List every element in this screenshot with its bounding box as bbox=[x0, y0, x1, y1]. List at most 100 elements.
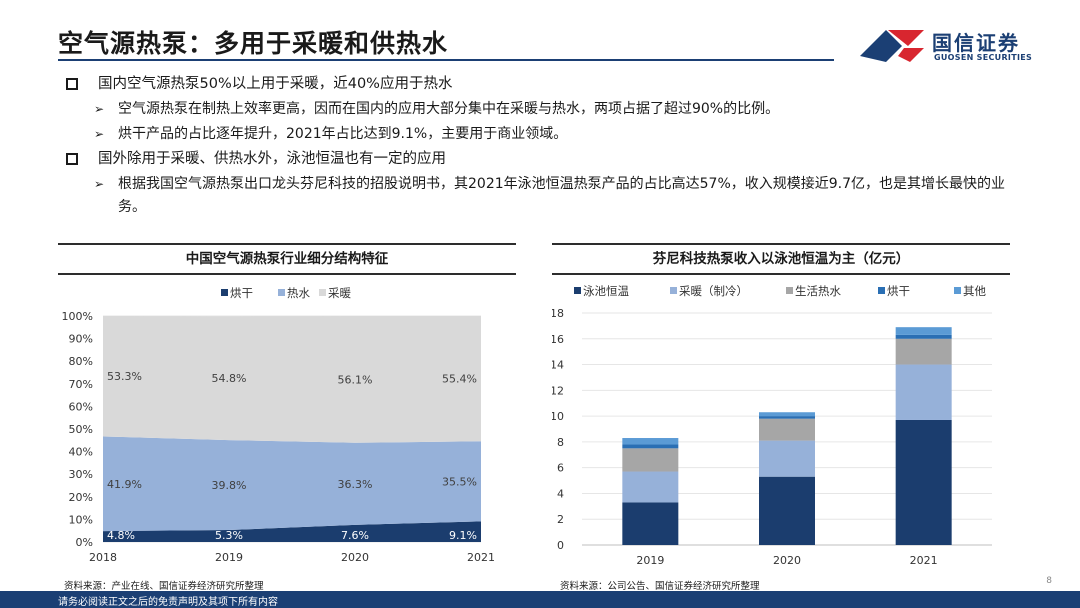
right-chart-source: 资料来源：公司公告、国信证券经济研究所整理 bbox=[560, 581, 760, 592]
area-y-tick-label: 90% bbox=[69, 333, 93, 346]
page-number: 8 bbox=[1046, 576, 1052, 586]
area-legend-label: 热水 bbox=[287, 286, 310, 300]
bar-segment-3 bbox=[895, 338, 952, 365]
logo-subtext: GUOSEN SECURITIES bbox=[934, 53, 1033, 62]
bar-segment-5 bbox=[759, 412, 815, 417]
bar-legend-swatch bbox=[786, 287, 793, 294]
footer-disclaimer: 请务必阅读正文之后的免责声明及其项下所有内容 bbox=[58, 597, 278, 608]
area-y-tick-label: 70% bbox=[69, 378, 93, 391]
bar-segment-1 bbox=[895, 419, 952, 545]
bar-segment-5 bbox=[622, 438, 679, 445]
left-chart-title: 中国空气源热泵行业细分结构特征 bbox=[185, 251, 389, 267]
bar-x-tick-label: 2020 bbox=[773, 554, 801, 567]
right-chart-title: 芬尼科技热泵收入以泳池恒温为主（亿元） bbox=[652, 251, 910, 267]
area-y-tick-label: 80% bbox=[69, 355, 93, 368]
bar-y-tick-label: 4 bbox=[557, 487, 564, 500]
bar-segment-4 bbox=[895, 334, 952, 339]
bar-legend-label: 生活热水 bbox=[795, 284, 841, 298]
bar-x-tick-label: 2019 bbox=[636, 554, 664, 567]
bar-legend-label: 其他 bbox=[963, 284, 986, 298]
area-data-label: 56.1% bbox=[338, 373, 373, 386]
area-legend-swatch bbox=[278, 289, 285, 296]
area-y-tick-label: 10% bbox=[69, 513, 93, 526]
sub-bullet-text: 烘干产品的占比逐年提升，2021年占比达到9.1%，主要用于商业领域。 bbox=[118, 126, 568, 142]
bullet-text: 国内空气源热泵50%以上用于采暖，近40%应用于热水 bbox=[98, 76, 453, 92]
guosen-logo-icon bbox=[860, 30, 924, 62]
area-chart: 4.8% 5.3% 7.6% 9.1% 41.9% 39.8% 36.3% 35.5% 53.3… bbox=[62, 286, 495, 564]
area-ticks-group: 0% 10% 20% 30% 40% 50% 60% 70% 80% 90% 100% 2018 201… bbox=[62, 310, 495, 564]
area-data-label: 4.8% bbox=[107, 529, 135, 542]
area-data-label: 55.4% bbox=[442, 373, 477, 386]
square-bullet-icon bbox=[66, 153, 78, 165]
bar-y-tick-label: 2 bbox=[557, 513, 564, 526]
right-panel-bottom-rule bbox=[552, 273, 1010, 275]
left-panel-bottom-rule bbox=[58, 273, 516, 275]
left-chart-source: 资料来源：产业在线、国信证券经济研究所整理 bbox=[64, 581, 264, 592]
sub-bullet-item: ➢ 根据我国空气源热泵出口龙头芬尼科技的招股说明书，其2021年泳池恒温热泵产品的… bbox=[66, 173, 1026, 219]
area-series-3 bbox=[103, 316, 481, 443]
area-data-label: 41.9% bbox=[107, 478, 142, 491]
bar-chart: 0 2 4 6 8 10 12 14 16 18 2019 2020 2021 泳池恒温 采暖（制冷） 生活… bbox=[552, 284, 992, 567]
bar-legend-label: 烘干 bbox=[887, 284, 910, 298]
bar-legend-label: 采暖（制冷） bbox=[679, 284, 748, 298]
area-series-group bbox=[103, 316, 481, 542]
area-legend: 烘干 热水 采暖 bbox=[221, 286, 351, 300]
bar-y-tick-label: 8 bbox=[557, 436, 564, 449]
bar-y-tick-label: 12 bbox=[552, 384, 564, 397]
arrow-bullet-icon: ➢ bbox=[94, 177, 105, 191]
area-data-label: 36.3% bbox=[338, 478, 373, 491]
bar-segment-3 bbox=[622, 448, 679, 472]
sub-bullet-item: ➢ 烘干产品的占比逐年提升，2021年占比达到9.1%，主要用于商业领域。 bbox=[66, 123, 1026, 146]
square-bullet-icon bbox=[66, 78, 78, 90]
area-legend-label: 烘干 bbox=[230, 286, 253, 300]
area-legend-swatch bbox=[221, 289, 228, 296]
area-x-tick-label: 2019 bbox=[215, 551, 243, 564]
area-y-tick-label: 30% bbox=[69, 468, 93, 481]
bar-series-group bbox=[622, 327, 952, 545]
bar-segment-2 bbox=[759, 440, 815, 477]
area-data-label: 39.8% bbox=[212, 479, 247, 492]
bar-y-tick-label: 14 bbox=[552, 359, 564, 372]
logo: 国信证券 GUOSEN SECURITIES bbox=[858, 26, 1058, 68]
bar-segment-4 bbox=[759, 416, 815, 419]
bullet-item: 国内空气源热泵50%以上用于采暖，近40%应用于热水 bbox=[66, 73, 1026, 96]
footer-bar: 请务必阅读正文之后的免责声明及其项下所有内容 bbox=[0, 591, 1080, 608]
bar-legend-swatch bbox=[574, 287, 581, 294]
bar-legend: 泳池恒温 采暖（制冷） 生活热水 烘干 其他 bbox=[574, 284, 986, 298]
bar-legend-swatch bbox=[670, 287, 677, 294]
area-legend-label: 采暖 bbox=[328, 286, 351, 300]
left-panel-top-rule bbox=[58, 243, 516, 245]
bar-legend-label: 泳池恒温 bbox=[583, 284, 629, 298]
bar-y-tick-label: 0 bbox=[557, 539, 564, 552]
bar-legend-swatch bbox=[954, 287, 961, 294]
bar-segment-1 bbox=[622, 502, 679, 545]
logo-text: 国信证券 bbox=[932, 31, 1020, 55]
arrow-bullet-icon: ➢ bbox=[94, 127, 105, 141]
bar-ticks-group: 0 2 4 6 8 10 12 14 16 18 2019 2020 2021 bbox=[552, 307, 938, 567]
area-data-label: 7.6% bbox=[341, 529, 369, 542]
area-data-label: 54.8% bbox=[212, 372, 247, 385]
bar-segment-1 bbox=[759, 476, 815, 545]
bar-y-tick-label: 18 bbox=[552, 307, 564, 320]
right-panel-top-rule bbox=[552, 243, 1010, 245]
bullet-text: 国外除用于采暖、供热水外，泳池恒温也有一定的应用 bbox=[98, 151, 446, 167]
area-y-tick-label: 60% bbox=[69, 400, 93, 413]
bar-segment-2 bbox=[895, 364, 952, 420]
bullet-item: 国外除用于采暖、供热水外，泳池恒温也有一定的应用 bbox=[66, 148, 1026, 171]
bar-x-tick-label: 2021 bbox=[910, 554, 938, 567]
area-y-tick-label: 40% bbox=[69, 446, 93, 459]
area-legend-swatch bbox=[319, 289, 326, 296]
sub-bullet-text: 根据我国空气源热泵出口龙头芬尼科技的招股说明书，其2021年泳池恒温热泵产品的占… bbox=[118, 176, 1006, 215]
area-x-tick-label: 2020 bbox=[341, 551, 369, 564]
page-title: 空气源热泵：多用于采暖和供热水 bbox=[58, 29, 449, 58]
arrow-bullet-icon: ➢ bbox=[94, 102, 105, 116]
bar-segment-5 bbox=[895, 327, 952, 335]
sub-bullet-text: 空气源热泵在制热上效率更高，因而在国内的应用大部分集中在采暖与热水，两项占据了超… bbox=[118, 101, 780, 117]
bar-segment-3 bbox=[759, 418, 815, 441]
area-y-tick-label: 20% bbox=[69, 491, 93, 504]
title-rule bbox=[58, 59, 834, 61]
area-data-label: 5.3% bbox=[215, 529, 243, 542]
area-series-2 bbox=[103, 436, 481, 532]
bar-legend-swatch bbox=[878, 287, 885, 294]
area-data-label: 53.3% bbox=[107, 370, 142, 383]
